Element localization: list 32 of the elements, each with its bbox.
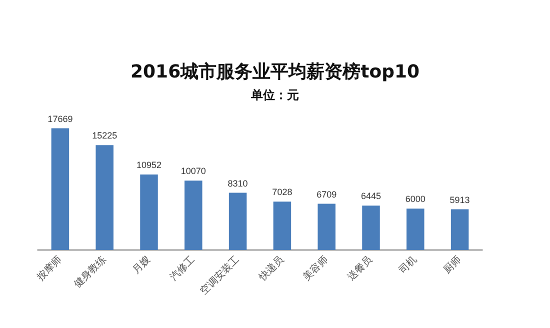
x-tick-label: 快递员 xyxy=(256,253,286,284)
bar xyxy=(406,208,424,250)
chart-title: 2016城市服务业平均薪资榜top10 xyxy=(130,62,420,82)
data-label: 10070 xyxy=(180,166,206,176)
x-tick-label: 司机 xyxy=(396,253,420,276)
bar xyxy=(362,206,380,250)
x-tick-label: 送餐员 xyxy=(345,253,375,284)
bar xyxy=(96,145,114,250)
data-label: 8310 xyxy=(228,178,248,188)
bar xyxy=(273,202,292,250)
x-tick-label: 空调安装工 xyxy=(198,253,242,298)
data-label: 6709 xyxy=(316,189,337,200)
data-label: 6000 xyxy=(405,194,426,204)
data-label: 5913 xyxy=(450,194,470,205)
x-tick-label: 健身教练 xyxy=(72,253,108,290)
x-tick-label: 厨师 xyxy=(442,254,464,276)
bar xyxy=(450,209,469,250)
data-label: 10952 xyxy=(136,160,162,170)
data-label: 6445 xyxy=(360,191,382,202)
data-label: 17669 xyxy=(48,114,73,124)
x-tick-label: 按摩师 xyxy=(34,253,64,284)
bar xyxy=(228,192,247,250)
bar xyxy=(184,180,202,250)
bar xyxy=(318,204,336,250)
bar xyxy=(51,128,70,250)
bar xyxy=(140,174,158,250)
x-tick-label: 月嫂 xyxy=(130,254,153,276)
x-tick-label: 美容师 xyxy=(300,253,330,284)
x-tick-label: 汽修工 xyxy=(168,253,198,284)
data-label: 15225 xyxy=(92,130,118,141)
chart-subtitle: 单位：元 xyxy=(250,88,299,102)
data-label: 7028 xyxy=(272,187,292,198)
